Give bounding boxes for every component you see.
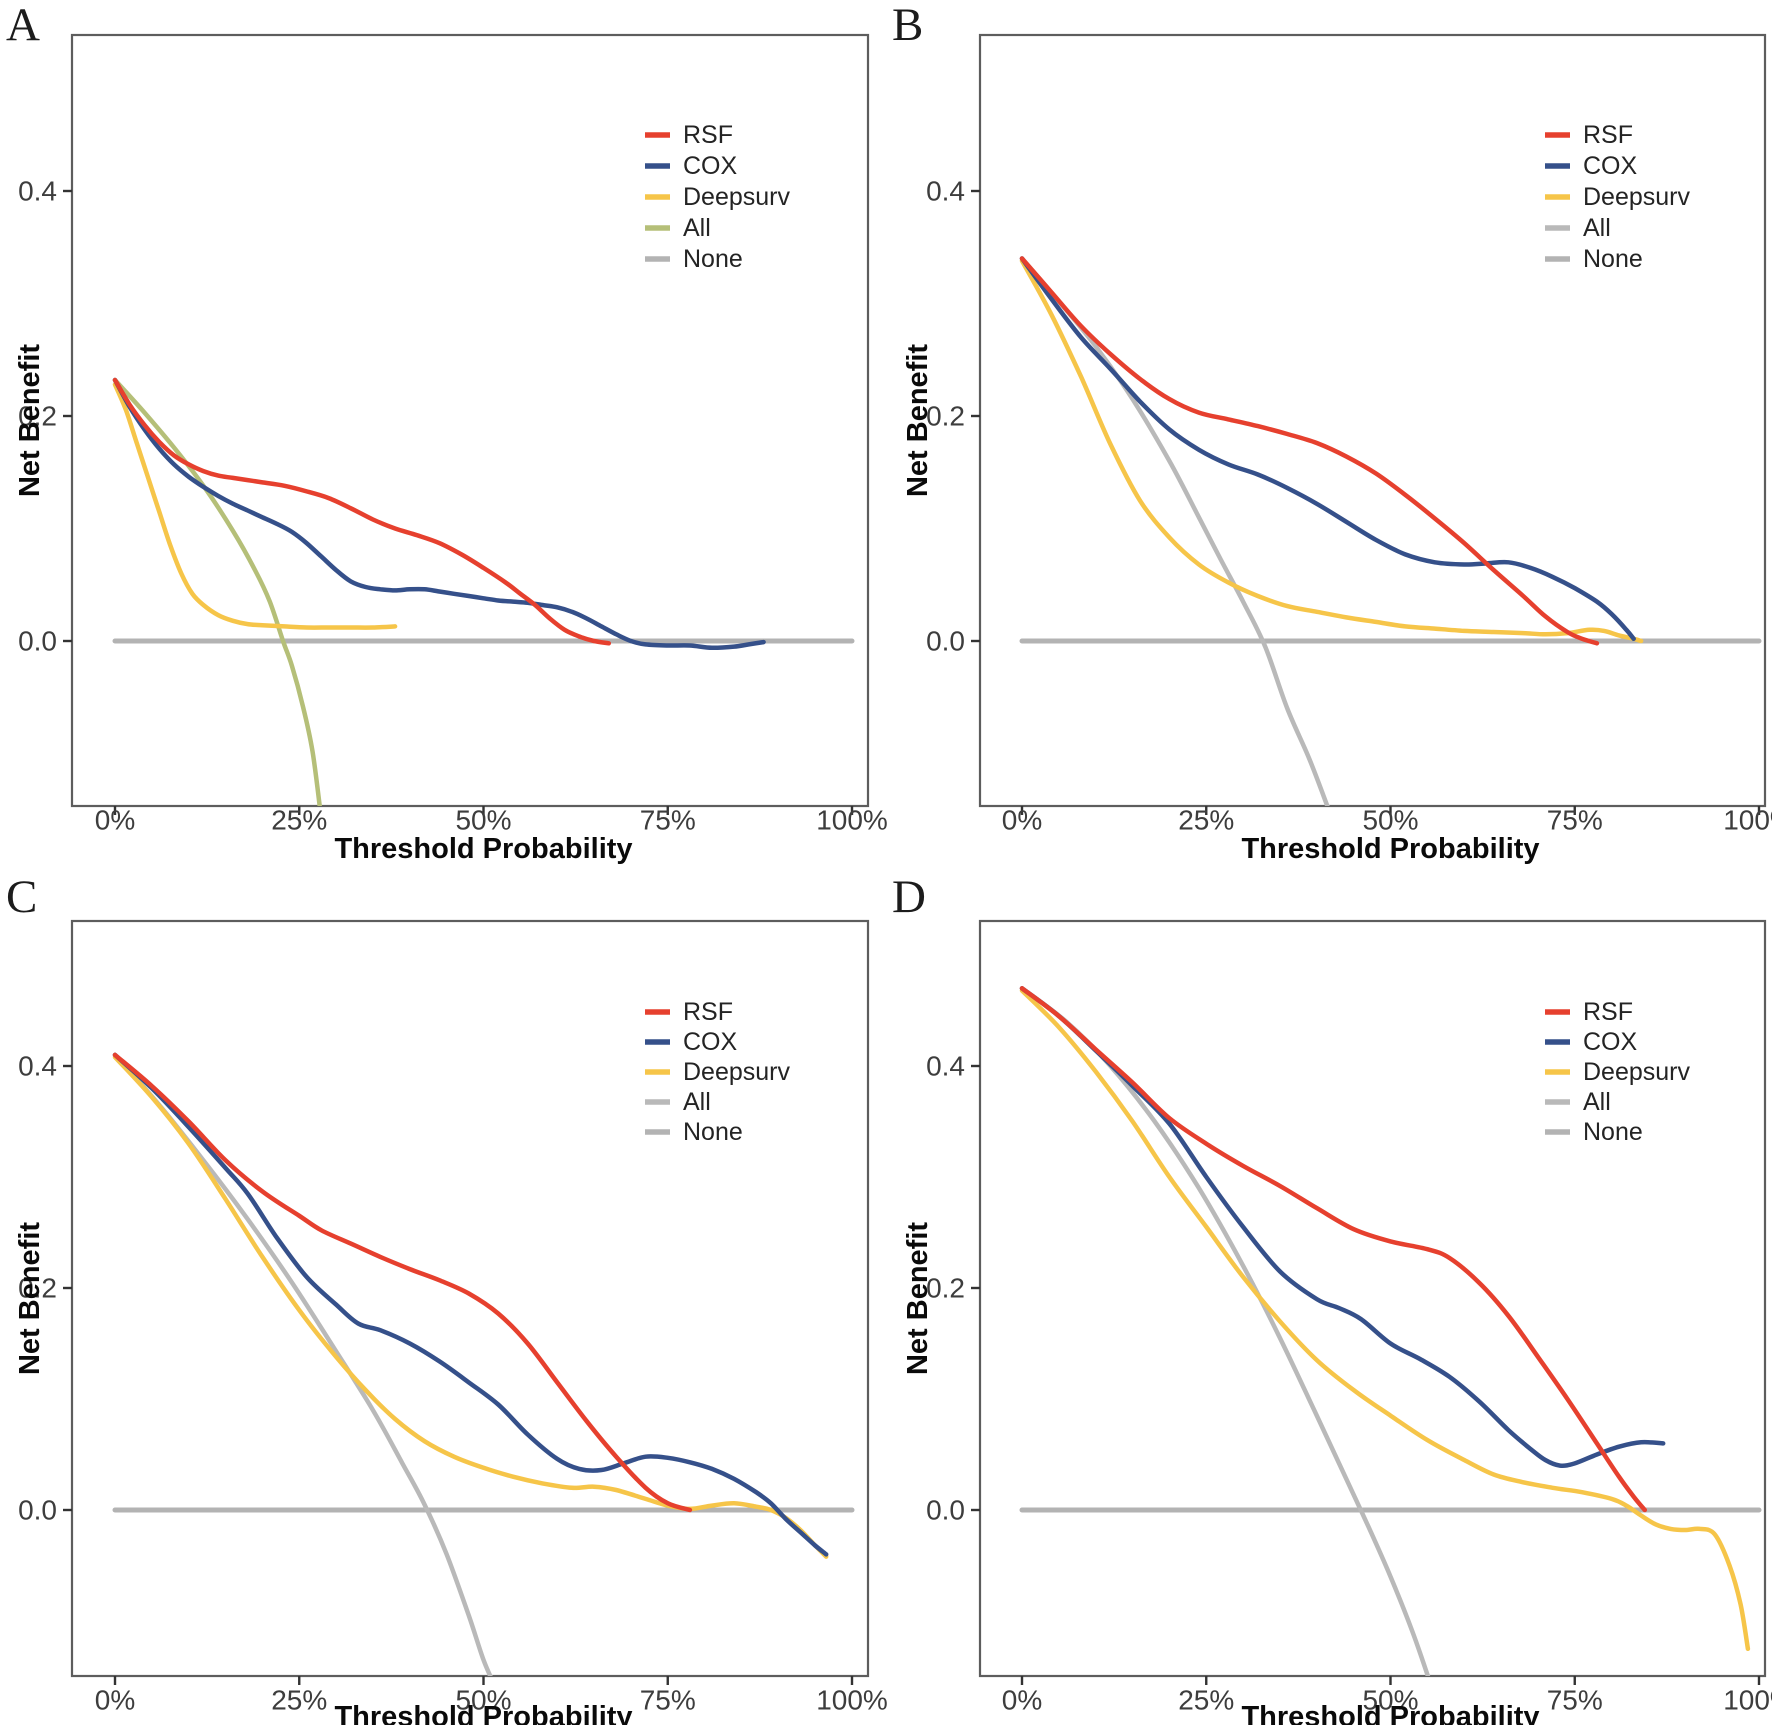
legend-label-deepsurv: Deepsurv <box>683 183 790 211</box>
x-tick-label: 25% <box>271 805 327 836</box>
y-tick-label: 0.0 <box>18 626 57 657</box>
curve-deepsurv <box>112 1054 829 1559</box>
legend-label-none: None <box>683 245 743 273</box>
x-tick-label: 75% <box>1547 805 1603 836</box>
curves-group <box>1019 256 1762 806</box>
x-tick-label: 50% <box>1362 1685 1418 1716</box>
x-tick-label: 75% <box>640 1685 696 1716</box>
x-tick-label: 0% <box>1002 805 1042 836</box>
y-tick-label: 0.2 <box>18 1273 57 1304</box>
panel-b-chart: 0.0 0.2 0.4 0% 25% 50% 75% 100% Threshold Probab… <box>902 33 1772 865</box>
legend-label-cox: COX <box>1583 1028 1638 1056</box>
legend-label-none: None <box>1583 245 1643 273</box>
curve-rsf <box>1019 986 1648 1513</box>
x-axis-title: Threshold Probability <box>1241 833 1539 865</box>
legend-label-deepsurv: Deepsurv <box>683 1058 790 1086</box>
panel-label-c: C <box>6 871 38 923</box>
y-axis-title: Net Benefit <box>14 344 46 497</box>
y-tick-label: 0.0 <box>18 1495 57 1526</box>
x-tick-label: 100% <box>816 805 888 836</box>
curve-rsf <box>1019 256 1600 646</box>
x-axis-title: Threshold Probability <box>1241 1701 1539 1725</box>
plot-border <box>70 33 870 808</box>
curves-group <box>1019 986 1762 1676</box>
y-tick-label: 0.0 <box>926 1495 965 1526</box>
y-tick-label: 0.4 <box>18 1051 57 1082</box>
x-tick-label: 100% <box>816 1685 888 1716</box>
panel-d: 0.0 0.2 0.4 0% 25% 50% 75% 100% Threshold Probab… <box>886 862 1772 1725</box>
x-tick-label: 25% <box>271 1685 327 1716</box>
panel-a: 0.0 0.2 0.4 0% 25% 50% 75% 100% Threshold Probab… <box>0 0 888 865</box>
panel-d-chart: 0.0 0.2 0.4 0% 25% 50% 75% 100% Threshold Probab… <box>902 919 1772 1725</box>
plot-border <box>70 919 870 1678</box>
y-tick-label: 0.4 <box>926 1051 965 1082</box>
x-tick-label: 50% <box>1362 805 1418 836</box>
panel-label-d: D <box>892 871 926 923</box>
curve-all <box>1019 256 1330 806</box>
panel-label-b: B <box>892 0 924 51</box>
panel-a-chart: 0.0 0.2 0.4 0% 25% 50% 75% 100% Threshold Probab… <box>14 33 888 865</box>
y-tick-label: 0.0 <box>926 626 965 657</box>
legend-label-rsf: RSF <box>1583 121 1633 149</box>
y-axis-title: Net Benefit <box>902 344 934 497</box>
legend-label-rsf: RSF <box>683 121 733 149</box>
legend-label-all: All <box>1583 214 1611 242</box>
curve-deepsurv <box>1019 258 1644 644</box>
legend-label-deepsurv: Deepsurv <box>1583 183 1690 211</box>
panel-b: 0.0 0.2 0.4 0% 25% 50% 75% 100% Threshold Probab… <box>886 0 1772 865</box>
curve-cox <box>112 1052 829 1557</box>
plot-border <box>978 33 1767 808</box>
y-tick-label: 0.2 <box>926 401 965 432</box>
x-tick-label: 0% <box>1002 1685 1042 1716</box>
legend-label-rsf: RSF <box>1583 998 1633 1026</box>
curves-group <box>112 1052 855 1676</box>
x-tick-label: 100% <box>1723 805 1772 836</box>
curve-rsf <box>112 377 612 646</box>
legend-label-all: All <box>683 214 711 242</box>
legend-label-all: All <box>1583 1088 1611 1116</box>
y-tick-label: 0.4 <box>18 176 57 207</box>
curves-group <box>112 377 855 806</box>
x-tick-label: 0% <box>95 805 135 836</box>
x-tick-label: 75% <box>1547 1685 1603 1716</box>
y-axis-title: Net Benefit <box>14 1222 46 1375</box>
curve-rsf <box>112 1052 693 1513</box>
x-tick-label: 25% <box>1178 1685 1234 1716</box>
x-tick-label: 75% <box>640 805 696 836</box>
legend-label-none: None <box>683 1118 743 1146</box>
x-tick-label: 100% <box>1723 1685 1772 1716</box>
curve-all <box>1019 986 1431 1676</box>
panel-c-chart: 0.0 0.2 0.4 0% 25% 50% 75% 100% Threshold Probab… <box>14 919 888 1725</box>
x-tick-label: 50% <box>455 1685 511 1716</box>
legend-label-rsf: RSF <box>683 998 733 1026</box>
legend-label-cox: COX <box>683 1028 738 1056</box>
legend-label-all: All <box>683 1088 711 1116</box>
curve-deepsurv <box>1019 988 1751 1652</box>
panel-c: 0.0 0.2 0.4 0% 25% 50% 75% 100% Threshold Probab… <box>0 862 888 1725</box>
x-tick-label: 0% <box>95 1685 135 1716</box>
curve-cox <box>1019 986 1666 1469</box>
x-axis-title: Threshold Probability <box>334 1701 632 1725</box>
y-tick-label: 0.2 <box>18 401 57 432</box>
legend-label-cox: COX <box>683 152 738 180</box>
x-tick-label: 50% <box>455 805 511 836</box>
y-tick-label: 0.4 <box>926 176 965 207</box>
legend-label-none: None <box>1583 1118 1643 1146</box>
y-tick-label: 0.2 <box>926 1273 965 1304</box>
curve-cox <box>112 377 766 651</box>
x-tick-label: 25% <box>1178 805 1234 836</box>
panel-label-a: A <box>6 0 40 51</box>
plot-border <box>978 919 1767 1678</box>
curve-all <box>112 377 322 806</box>
curve-all <box>112 1052 493 1676</box>
x-axis-title: Threshold Probability <box>334 833 632 865</box>
legend-label-deepsurv: Deepsurv <box>1583 1058 1690 1086</box>
legend-label-cox: COX <box>1583 152 1638 180</box>
y-axis-title: Net Benefit <box>902 1222 934 1375</box>
curve-cox <box>1019 256 1636 642</box>
curve-deepsurv <box>112 382 398 630</box>
